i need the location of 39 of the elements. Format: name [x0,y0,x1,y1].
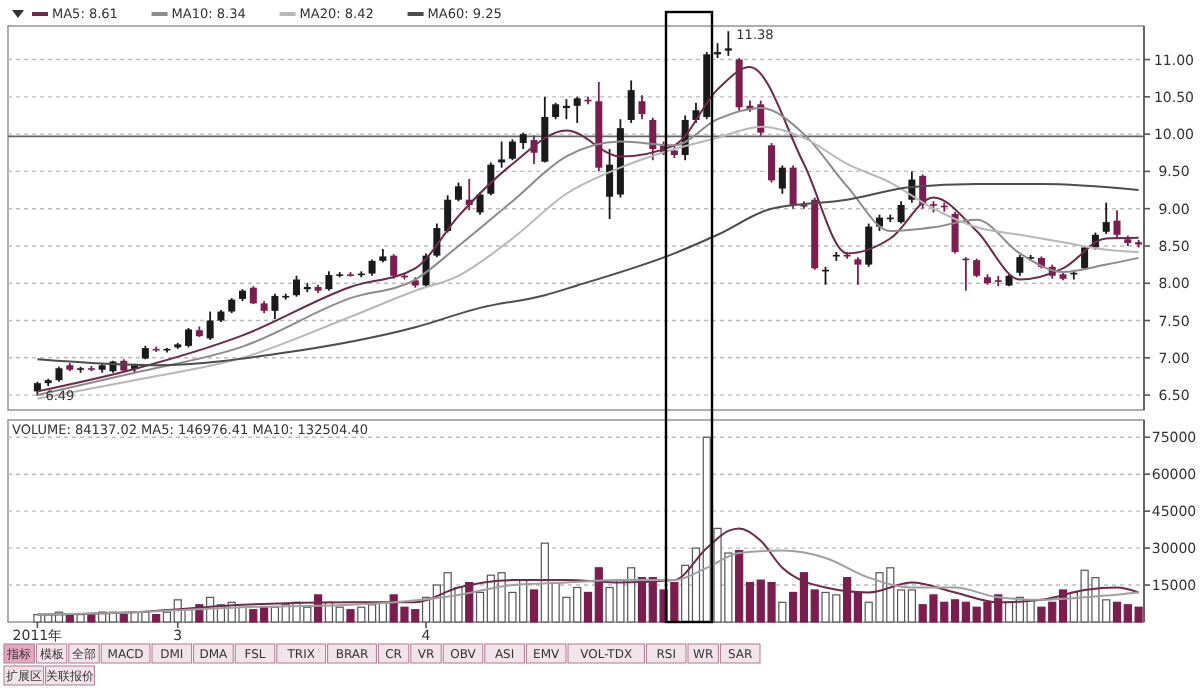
candlestick [865,222,873,268]
candlestick [854,256,862,286]
bar [529,589,539,623]
candlestick [724,30,732,57]
candlestick [390,253,398,280]
candlestick [476,191,484,216]
candlestick [271,292,279,320]
candlestick [487,161,495,197]
bar [152,614,161,623]
candlestick [1016,254,1024,277]
candlestick [206,310,214,341]
candlestick [325,270,333,292]
candlestick [1113,209,1121,240]
candlestick [185,327,193,349]
candlestick [573,95,581,124]
bar [65,614,74,623]
candlestick [649,116,657,162]
candlestick [606,148,614,221]
candlestick [638,94,646,121]
candlestick [768,142,776,184]
bar [346,609,355,623]
line-series [36,527,1140,616]
bar [778,601,787,623]
line-series [36,549,1140,616]
candlestick [498,140,506,169]
candlestick [973,257,981,279]
bar [76,614,85,623]
candlestick [293,274,301,298]
candlestick [1102,201,1110,235]
bar [119,614,128,623]
candlestick [444,194,452,234]
bar [87,614,96,623]
candlestick [508,138,516,162]
candlestick [789,164,797,210]
candlestick [897,200,905,225]
candlestick [541,95,549,164]
candlestick [627,79,635,124]
candlestick [454,181,462,203]
candlestick [778,164,786,195]
